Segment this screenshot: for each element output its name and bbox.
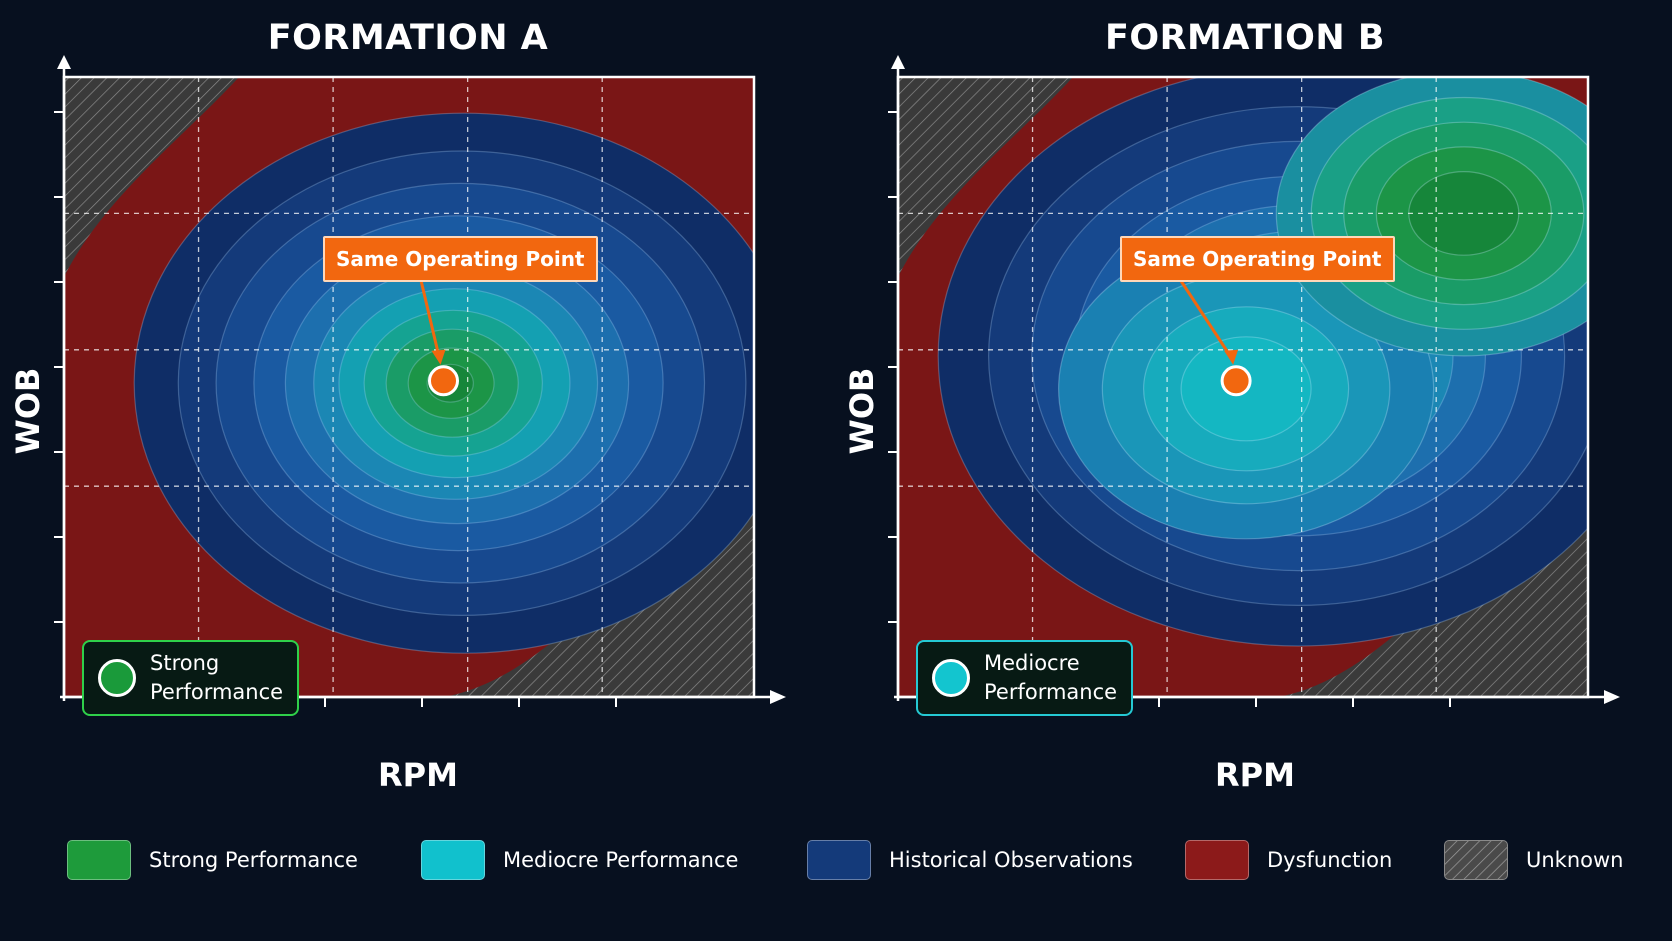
panel-0-field bbox=[64, 77, 754, 697]
y-axis-arrow bbox=[891, 55, 905, 69]
legend-item-mediocre: Mediocre Performance bbox=[421, 840, 738, 880]
panel-b-inset-line2: Performance bbox=[984, 680, 1118, 704]
unknown-region-top-left bbox=[898, 77, 1073, 277]
panel-a-inset-line2: Performance bbox=[150, 680, 284, 704]
legend-label-dysfunction: Dysfunction bbox=[1267, 848, 1393, 872]
legend-item-historical: Historical Observations bbox=[807, 840, 1133, 880]
panel-a-plot bbox=[54, 55, 786, 707]
legend-swatch-strong bbox=[67, 840, 131, 880]
operating-point-marker bbox=[428, 365, 459, 397]
legend-label-unknown: Unknown bbox=[1526, 848, 1624, 872]
panel-a-inset-line1: Strong bbox=[150, 651, 220, 675]
panel-a-ylabel: WOB bbox=[9, 367, 47, 455]
legend-swatch-historical bbox=[807, 840, 871, 880]
panel-b-ylabel: WOB bbox=[843, 367, 881, 455]
legend-item-dysfunction: Dysfunction bbox=[1185, 840, 1392, 880]
y-axis-arrow bbox=[57, 55, 71, 69]
legend-label-strong: Strong Performance bbox=[149, 848, 358, 872]
unknown-region-bottom-right bbox=[1278, 467, 1588, 697]
unknown-region-bottom-right bbox=[444, 467, 754, 697]
panel-b-xlabel: RPM bbox=[1215, 756, 1295, 794]
panel-1-field bbox=[898, 77, 1588, 697]
panel-b-inset: Mediocre Performance bbox=[916, 640, 1134, 716]
legend-swatch-unknown bbox=[1444, 840, 1508, 880]
panel-a-callout: Same Operating Point bbox=[323, 236, 598, 282]
panel-b-callout: Same Operating Point bbox=[1120, 236, 1395, 282]
callout-arrowhead bbox=[431, 349, 446, 365]
x-axis-arrow bbox=[770, 690, 786, 704]
legend-item-strong: Strong Performance bbox=[67, 840, 358, 880]
legend-label-mediocre: Mediocre Performance bbox=[503, 848, 739, 872]
operating-point-marker bbox=[1220, 365, 1252, 397]
panel-a-inset: Strong Performance bbox=[82, 640, 300, 716]
panel-a-title: FORMATION A bbox=[267, 18, 549, 58]
legend-swatch-mediocre bbox=[421, 840, 485, 880]
panel-b-inset-dot bbox=[932, 659, 970, 697]
panel-b-inset-line1: Mediocre bbox=[984, 651, 1080, 675]
x-axis-arrow bbox=[1604, 690, 1620, 704]
legend-label-historical: Historical Observations bbox=[889, 848, 1133, 872]
legend-item-unknown: Unknown bbox=[1444, 840, 1623, 880]
unknown-region-top-left bbox=[64, 77, 239, 277]
panel-b-title: FORMATION B bbox=[1104, 18, 1386, 58]
panel-a-inset-dot bbox=[98, 659, 136, 697]
panel-a-xlabel: RPM bbox=[378, 756, 458, 794]
callout-arrowhead bbox=[1224, 349, 1239, 365]
legend-swatch-dysfunction bbox=[1185, 840, 1249, 880]
